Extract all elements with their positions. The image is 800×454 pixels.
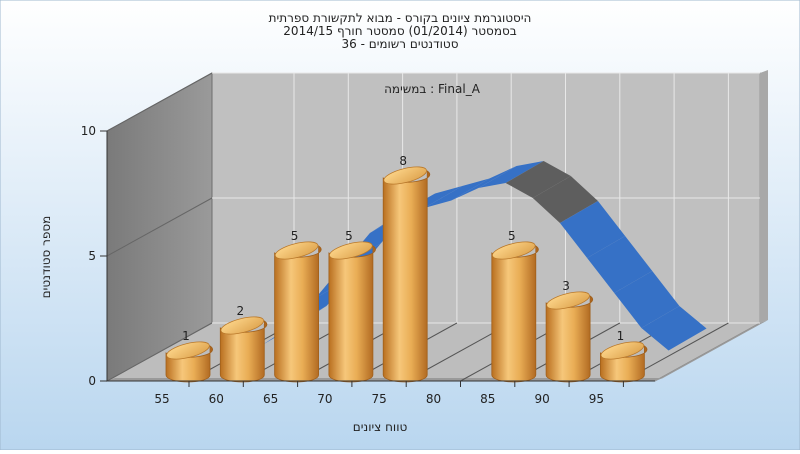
y-tick-label: 0 <box>88 374 96 388</box>
trend-segment <box>587 236 653 293</box>
chart-title-line-2: בסמסטר (01/2014) סמסטר חורף 2014/15 <box>283 24 516 38</box>
right-wall-edge <box>760 70 768 323</box>
bar: 8 <box>382 154 431 383</box>
y-tick-label: 5 <box>88 249 96 263</box>
bar: 5 <box>491 229 539 383</box>
x-tick-label: 65 <box>263 392 278 406</box>
trend-segment <box>478 161 544 188</box>
trend-segment <box>559 201 626 258</box>
x-tick-label: 75 <box>372 392 387 406</box>
floor-side-edge <box>655 320 768 381</box>
x-tick-label: 60 <box>209 392 224 406</box>
y-tick-label: 10 <box>81 124 96 138</box>
bar-data-label: 5 <box>345 229 353 243</box>
x-tick-label: 95 <box>589 392 604 406</box>
chart-title-line-3: סטודנטים רשומים - 36 <box>341 37 458 51</box>
trend-segment <box>451 166 517 201</box>
bar-data-label: 8 <box>399 154 407 168</box>
trend-segment <box>614 271 680 328</box>
bar-body <box>328 245 376 383</box>
left-wall-gridline <box>106 197 213 257</box>
bar: 5 <box>274 229 322 383</box>
bar-data-label: 1 <box>617 329 625 343</box>
bar-cap <box>600 341 645 360</box>
x-axis-title: טווח ציונים <box>353 420 408 434</box>
x-tick-label: 80 <box>426 392 441 406</box>
bar-cap <box>546 291 590 310</box>
bar-cap <box>220 316 265 335</box>
bar-data-label: 5 <box>291 229 299 243</box>
bar-data-label: 2 <box>236 304 244 318</box>
x-tick-label: 85 <box>480 392 495 406</box>
bar-cap <box>329 241 373 260</box>
x-tick-label: 90 <box>534 392 549 406</box>
chart-subtitle: במשימה : Final_A <box>384 82 481 96</box>
bar-cap <box>166 341 210 360</box>
trend-segment <box>424 178 490 208</box>
bar-body <box>382 170 431 383</box>
bar: 1 <box>600 329 648 383</box>
bar-data-label: 3 <box>562 279 570 293</box>
bar-body <box>491 245 539 383</box>
bar-data-label: 5 <box>508 229 516 243</box>
bar-data-label: 1 <box>182 329 190 343</box>
left-wall-gridline <box>106 72 213 132</box>
bars: 1 2 5 5 8 5 3 1 <box>165 154 648 383</box>
trend-segment <box>532 176 598 223</box>
bar-cap <box>274 241 319 260</box>
bar: 2 <box>219 304 268 383</box>
x-tick-label: 55 <box>154 392 169 406</box>
bar: 1 <box>165 329 213 383</box>
bar-body <box>274 245 322 383</box>
chart-title-line-1: היסטוגרמת ציונים בקורס - מבוא לתקשורת ספ… <box>269 11 532 25</box>
x-tick-label: 70 <box>317 392 332 406</box>
bar: 3 <box>545 279 594 383</box>
bar-cap <box>383 166 428 185</box>
bar: 5 <box>328 229 376 383</box>
trend-segment <box>505 161 571 198</box>
y-axis-title: מספר סטודנטים <box>39 216 53 299</box>
left-wall-gridline <box>106 322 213 382</box>
bar-cap <box>491 241 536 260</box>
trend-segment <box>641 306 707 351</box>
